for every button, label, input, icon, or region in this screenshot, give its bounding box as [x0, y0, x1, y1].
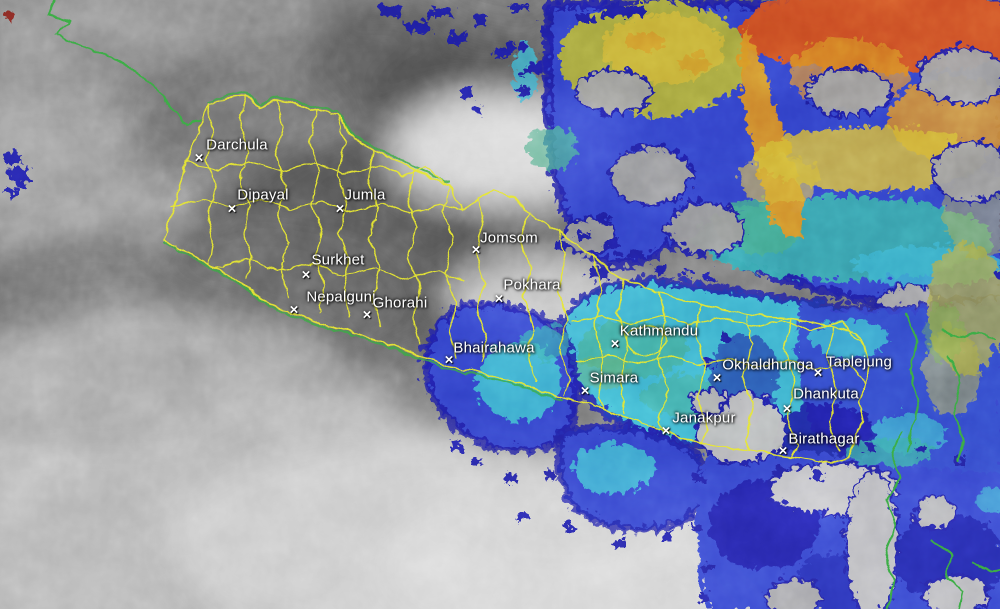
district-border-lines [162, 92, 868, 462]
international-border-lines [45, 0, 1000, 609]
boundary-lines [45, 0, 1000, 609]
